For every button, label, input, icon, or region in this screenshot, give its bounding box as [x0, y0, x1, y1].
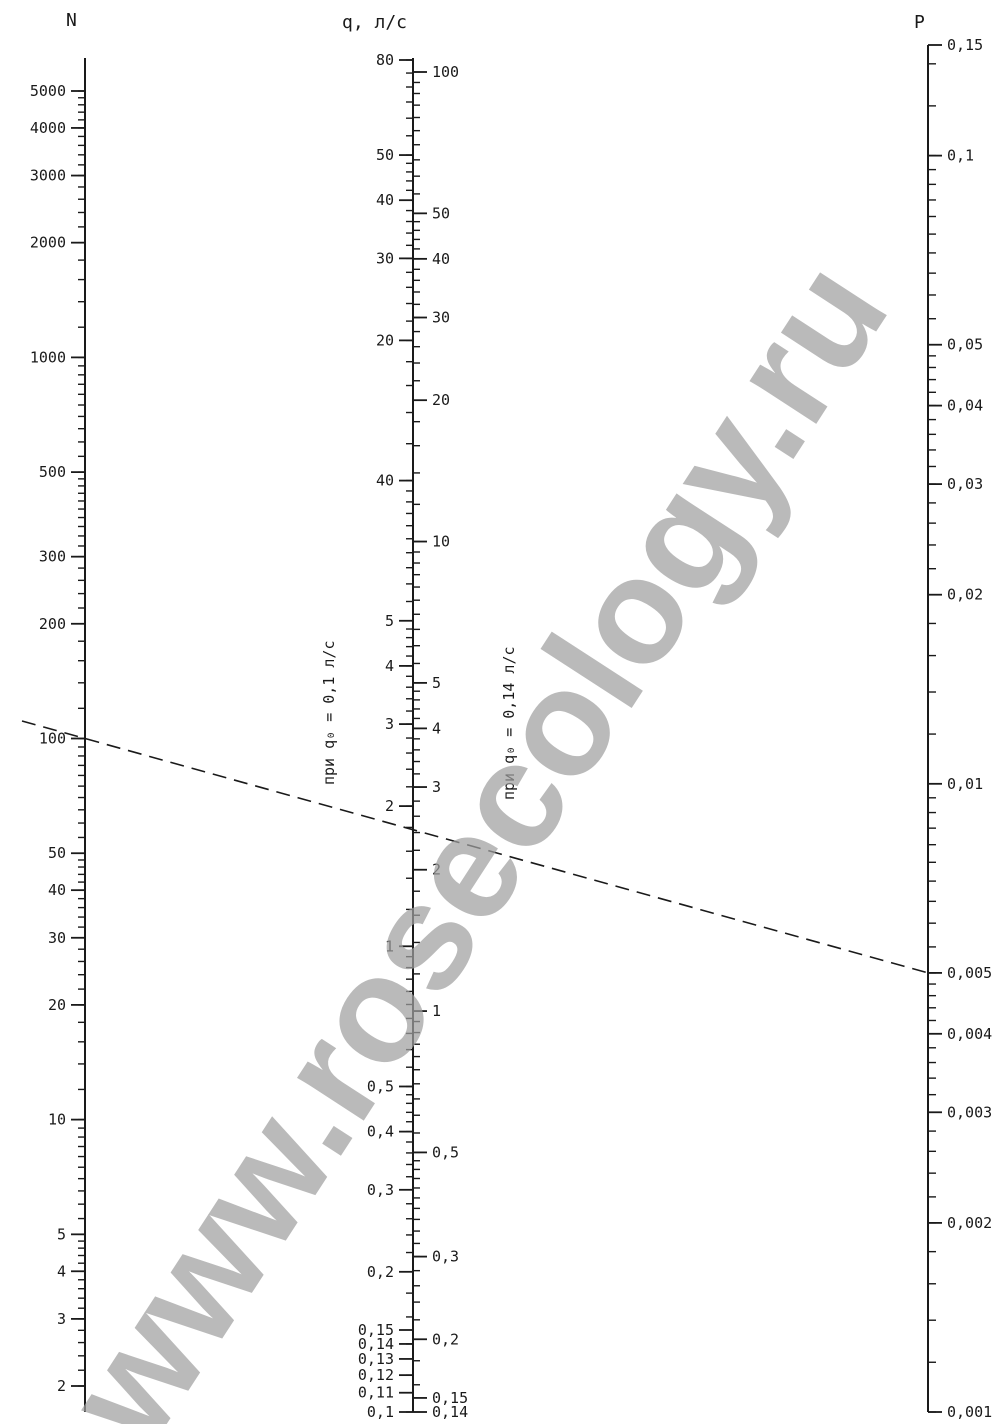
n-axis-label: 30: [48, 929, 66, 947]
p-axis-label: 0,002: [947, 1214, 992, 1232]
n-axis-label: 100: [39, 730, 66, 748]
q-axis-q01-label: 0,5: [367, 1077, 394, 1095]
q-axis-q01-label: 40: [376, 472, 394, 490]
p-axis-title: P: [914, 12, 925, 33]
p-axis-label: 0,01: [947, 775, 983, 793]
q-axis-q01-label: 0,14: [358, 1335, 394, 1353]
q-axis-q014-label: 0,3: [432, 1248, 459, 1266]
q-axis-q014-label: 0,2: [432, 1330, 459, 1348]
q-axis-q01-label: 0,4: [367, 1123, 394, 1141]
q-axis-title: q, л/с: [342, 12, 407, 33]
q-axis-q01-label: 5: [385, 612, 394, 630]
p-axis-label: 0,004: [947, 1025, 992, 1043]
p-axis-label: 0,005: [947, 964, 992, 982]
n-axis-label: 50: [48, 844, 66, 862]
q-axis-q014-label: 0,15: [432, 1389, 468, 1407]
q-axis-q01-label: 0,2: [367, 1263, 394, 1281]
q-axis-q01-label: 2: [385, 797, 394, 815]
n-axis-label: 2: [57, 1377, 66, 1395]
q-axis-q014-label: 100: [432, 63, 459, 81]
q-axis-q014-label: 10: [432, 533, 450, 551]
q-axis-labels-q014: 100 50 40 30 20 10 5 4 3 2 1 0,5 0,3 0,2 0,150,14: [413, 63, 468, 1421]
p-axis-label: 0,003: [947, 1103, 992, 1121]
n-axis-label: 3: [57, 1310, 66, 1328]
q-axis-q014-label: 4: [432, 719, 441, 737]
p-axis-label: 0,02: [947, 586, 983, 604]
q-axis-q014-label: 50: [432, 204, 450, 222]
q-axis-q01-label: 0,1: [367, 1403, 394, 1421]
q-axis-q01-label: 0,3: [367, 1181, 394, 1199]
n-axis-label: 5: [57, 1225, 66, 1243]
q-axis-q01-label: 40: [376, 191, 394, 209]
n-axis-label: 20: [48, 996, 66, 1014]
p-axis-label: 0,1: [947, 147, 974, 165]
q-axis-q01-label: 0,11: [358, 1384, 394, 1402]
n-axis-label: 2000: [30, 234, 66, 252]
n-axis-label: 3000: [30, 167, 66, 185]
q-axis-q014-label: 3: [432, 778, 441, 796]
q-axis-q01-label: 20: [376, 331, 394, 349]
q-axis-q014-label: 2: [432, 861, 441, 879]
q-axis-q014-label: 0,5: [432, 1143, 459, 1161]
n-axis-label: 1000: [30, 348, 66, 366]
p-axis-label: 0,15: [947, 36, 983, 54]
n-axis-label: 10: [48, 1111, 66, 1129]
n-axis-label: 500: [39, 463, 66, 481]
n-axis-label: 300: [39, 548, 66, 566]
n-axis-label: 5000: [30, 82, 66, 100]
key-line-dashed: [21, 720, 929, 974]
q-axis-q01-label: 0,12: [358, 1366, 394, 1384]
q-axis-q01-label: 80: [376, 51, 394, 69]
n-axis-label: 40: [48, 881, 66, 899]
q-axis-q01-label: 50: [376, 146, 394, 164]
q-axis-q01-label: 3: [385, 715, 394, 733]
q-axis-labels-q01: 805040302040543210,50,40,30,20,150,140,1…: [358, 51, 413, 1421]
p-axis-label: 0,03: [947, 475, 983, 493]
n-axis-labels: 5000 4000 3000 2000 1000 500 300 200 100 50 40 30 20…: [30, 82, 85, 1395]
p-axis-labels: 0,15 0,1 0,05 0,04 0,03 0,02 0,01 0,005 0,004 0,0…: [928, 36, 992, 1421]
q-axis-q01-label: 4: [385, 657, 394, 675]
q-axis-q014-label: 5: [432, 674, 441, 692]
q-axis-q014-label: 20: [432, 391, 450, 409]
q-axis-q01-label: 0,13: [358, 1350, 394, 1368]
p-axis-label: 0,04: [947, 397, 983, 415]
p-axis-label: 0,001: [947, 1403, 992, 1421]
q-axis-q014-label: 1: [432, 1002, 441, 1020]
q014-scale-label: при q₀ = 0,14 л/с: [500, 646, 518, 800]
p-axis-label: 0,05: [947, 336, 983, 354]
q-axis-q014-label: 40: [432, 250, 450, 268]
n-axis-label: 4: [57, 1262, 66, 1280]
q-axis-q01-label: 30: [376, 249, 394, 267]
p-axis-ticks: [928, 63, 936, 1413]
watermark-text: www.rosecology.ru: [33, 233, 919, 1424]
n-axis-title: N: [66, 10, 77, 31]
q-axis-q014-label: 30: [432, 309, 450, 327]
n-axis-label: 4000: [30, 119, 66, 137]
q-axis-q01-label: 1: [385, 937, 394, 955]
q-axis-q01-label: 0,15: [358, 1321, 394, 1339]
q-axis-q014-label: 0,14: [432, 1403, 468, 1421]
q01-scale-label: при q₀ = 0,1 л/с: [320, 641, 338, 786]
n-axis-label: 200: [39, 615, 66, 633]
